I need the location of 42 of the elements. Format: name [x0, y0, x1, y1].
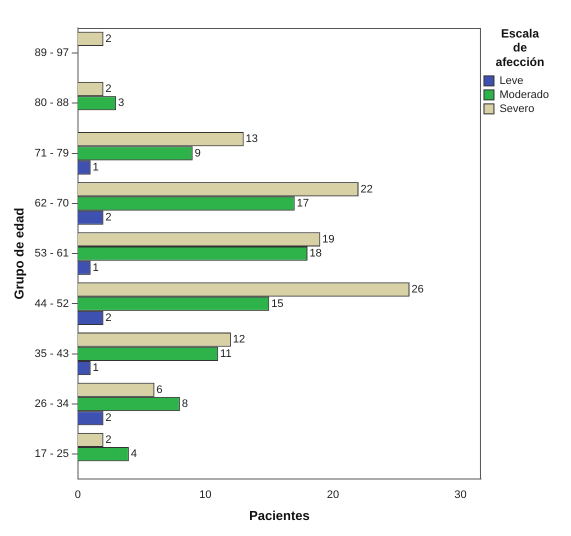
- data-label: 1: [92, 362, 99, 374]
- x-tick-label: 20: [326, 488, 340, 501]
- data-label: 3: [118, 97, 124, 110]
- data-label: 19: [322, 233, 334, 246]
- data-label: 2: [105, 312, 112, 324]
- y-tick-label: 53 - 61: [34, 248, 69, 260]
- data-label: 12: [232, 334, 246, 346]
- data-label: 15: [271, 298, 284, 310]
- data-label: 1: [92, 162, 99, 174]
- y-axis-title: Grupo de edad: [11, 208, 26, 300]
- data-label: 11: [220, 348, 232, 360]
- data-label: 26: [412, 284, 424, 296]
- x-tick-label: 10: [199, 488, 212, 501]
- y-tick-label: 17 - 25: [34, 448, 69, 460]
- data-label: 2: [105, 83, 112, 96]
- data-label: 2: [105, 412, 112, 424]
- data-label: 1: [92, 262, 99, 274]
- legend-label: Severo: [499, 102, 534, 115]
- legend-title: Escala de afección: [496, 26, 544, 70]
- data-label: 2: [105, 212, 112, 224]
- y-tick-label: 80 - 88: [34, 97, 69, 110]
- y-tick-label: 62 - 70: [34, 198, 69, 210]
- data-label: 8: [182, 398, 188, 410]
- y-tick-label: 44 - 52: [34, 298, 69, 310]
- data-label: 17: [296, 198, 309, 210]
- data-label: 2: [105, 32, 112, 45]
- data-label: 4: [130, 448, 137, 460]
- data-label: 22: [360, 183, 373, 196]
- y-tick-label: 35 - 43: [34, 348, 69, 360]
- y-tick-label: 71 - 79: [34, 147, 69, 160]
- y-tick-label: 89 - 97: [34, 47, 69, 60]
- legend-label: Leve: [499, 74, 524, 87]
- x-axis-title: Pacientes: [249, 508, 310, 523]
- legend-label: Moderado: [499, 88, 550, 101]
- y-tick-label: 26 - 34: [34, 398, 69, 410]
- data-label: 2: [105, 434, 112, 446]
- x-tick-label: 0: [74, 488, 81, 501]
- data-label: 6: [156, 384, 163, 396]
- data-label: 18: [309, 248, 322, 260]
- data-label: 9: [194, 147, 201, 160]
- data-label: 13: [246, 133, 258, 146]
- x-tick-label: 30: [454, 488, 467, 501]
